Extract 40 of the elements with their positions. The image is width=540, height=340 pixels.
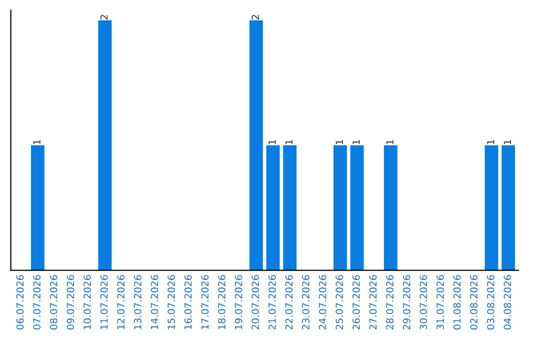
x-tick-label: 28.07.2026 — [386, 275, 394, 330]
data-label: 1 — [33, 140, 40, 144]
x-tick-label: 31.07.2026 — [436, 275, 444, 330]
x-tick-label: 19.07.2026 — [234, 275, 242, 330]
x-tick-label: 20.07.2026 — [252, 275, 260, 330]
x-tick-label: 23.07.2026 — [302, 275, 310, 330]
x-tick-label: 17.07.2026 — [201, 275, 209, 330]
data-label: 1 — [504, 140, 511, 144]
data-label: 1 — [487, 140, 494, 144]
x-tick-label: 03.08.2026 — [486, 275, 494, 330]
data-label: 1 — [268, 140, 276, 144]
x-tick-label: 11.07.2026 — [100, 275, 108, 330]
x-tick-label: 10.07.2026 — [84, 275, 91, 330]
x-tick-label: 01.08.2026 — [453, 275, 461, 330]
data-label: 2 — [100, 14, 108, 20]
x-tick-label: 08.07.2026 — [50, 275, 58, 330]
x-tick-label: 27.07.2026 — [369, 275, 377, 330]
x-tick-label: 18.07.2026 — [218, 275, 226, 330]
x-tick-label: 15.07.2026 — [168, 275, 175, 330]
data-label: 1 — [336, 140, 343, 144]
x-tick-label: 30.07.2026 — [420, 275, 428, 330]
x-tick-label: 02.08.2026 — [470, 275, 478, 330]
x-tick-label: 25.07.2026 — [336, 275, 344, 330]
x-tick-label: 06.07.2026 — [16, 275, 24, 330]
data-label: 1 — [352, 140, 360, 144]
x-tick-label: 22.07.2026 — [285, 275, 293, 330]
data-label: 1 — [285, 140, 292, 144]
x-tick-label: 14.07.2026 — [150, 275, 158, 330]
data-label: 2 — [252, 14, 259, 20]
x-tick-label: 07.07.2026 — [33, 275, 41, 330]
x-tick-label: 13.07.2026 — [134, 275, 142, 330]
x-tick-label: 16.07.2026 — [184, 275, 192, 330]
x-tick-label: 09.07.2026 — [66, 275, 74, 330]
data-label: 1 — [386, 140, 394, 144]
x-tick-label: 21.07.2026 — [268, 275, 276, 330]
x-tick-label: 26.07.2026 — [352, 275, 360, 330]
x-tick-label: 04.08.2026 — [504, 275, 512, 330]
x-tick-label: 12.07.2026 — [117, 275, 125, 330]
x-tick-label: 24.07.2026 — [318, 275, 326, 330]
x-tick-label: 29.07.2026 — [402, 275, 410, 330]
